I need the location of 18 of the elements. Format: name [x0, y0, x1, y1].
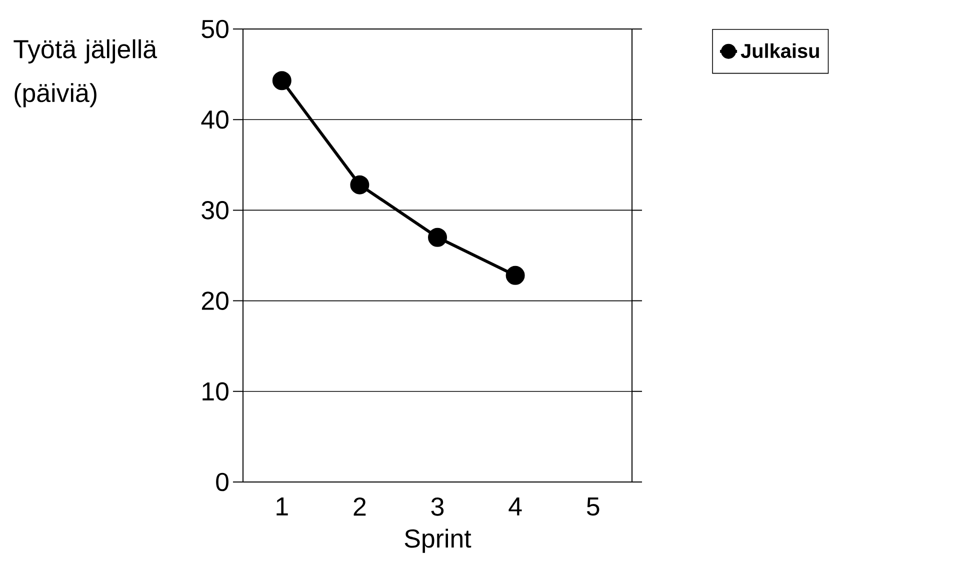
y-tick-label: 30: [202, 201, 228, 220]
y-tick-label: 50: [202, 20, 228, 38]
x-tick-label: 4: [508, 498, 522, 516]
y-axis-title: Työtä jäljellä (päiviä): [14, 39, 158, 108]
x-tick-label: 2: [354, 498, 366, 516]
point: [506, 266, 525, 285]
y-tick-label: 10: [202, 382, 228, 401]
x-axis-title: Sprint: [404, 528, 472, 553]
point: [350, 175, 370, 194]
point: [428, 228, 447, 247]
x-tick-label: 3: [431, 498, 444, 516]
x-tick-label: 1: [276, 498, 288, 516]
y-tick-label: 20: [202, 292, 228, 310]
x-tick-label: 5: [586, 498, 600, 516]
legend-label: Julkaisu: [740, 43, 819, 58]
y-tick-label: 40: [201, 110, 228, 129]
point: [272, 71, 292, 90]
y-tick-label: 0: [216, 472, 228, 492]
